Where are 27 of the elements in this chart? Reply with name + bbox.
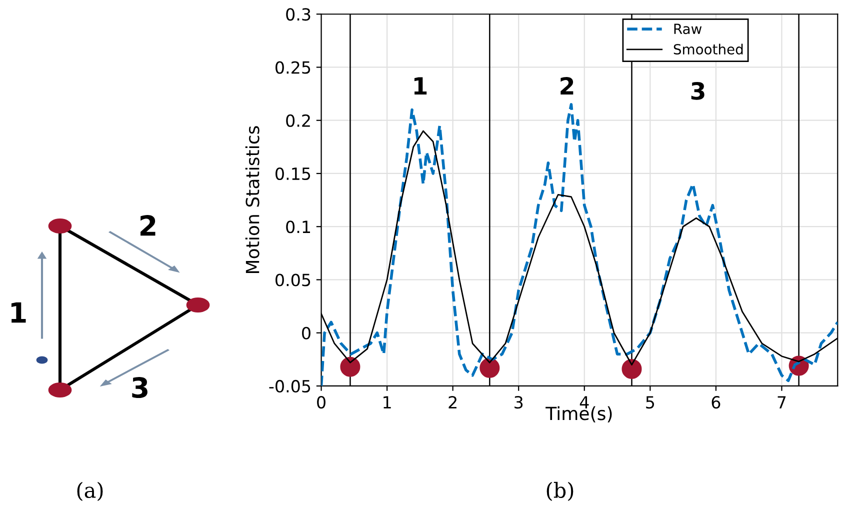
text: (b) [546, 482, 574, 501]
y-tick-label: 0.15 [276, 167, 310, 180]
y-tick-label: -0.05 [269, 380, 310, 393]
text: 2 [140, 215, 156, 236]
x-tick-label: 7 [778, 396, 786, 408]
x-tick-label: 5 [646, 396, 654, 409]
x-tick-label: 0 [317, 396, 326, 409]
y-tick-label: 0.2 [286, 114, 310, 127]
x-tick-label: 6 [712, 396, 720, 409]
legend-label: Smoothed [674, 44, 743, 55]
y-tick-label: 0.05 [276, 274, 310, 286]
y-tick-label: 0.1 [286, 220, 310, 234]
annotation: 1 [414, 77, 427, 95]
text: (a) [77, 482, 103, 501]
y-tick-label: 0.25 [276, 61, 310, 74]
legend-label: Raw [674, 24, 702, 34]
x-axis-title: Time(s) [546, 406, 612, 422]
x-tick-label: 3 [514, 396, 523, 409]
y-tick-label: 0.3 [286, 8, 310, 21]
y-axis-title: Motion Statistics [245, 126, 260, 274]
x-tick-label: 1 [384, 396, 391, 408]
text: 1 [11, 302, 26, 323]
y-tick-label: 0 [302, 326, 310, 340]
x-tick-label: 4 [580, 396, 589, 408]
x-tick-label: 2 [448, 396, 456, 408]
annotation: 2 [560, 76, 574, 95]
annotation: 3 [691, 82, 704, 100]
